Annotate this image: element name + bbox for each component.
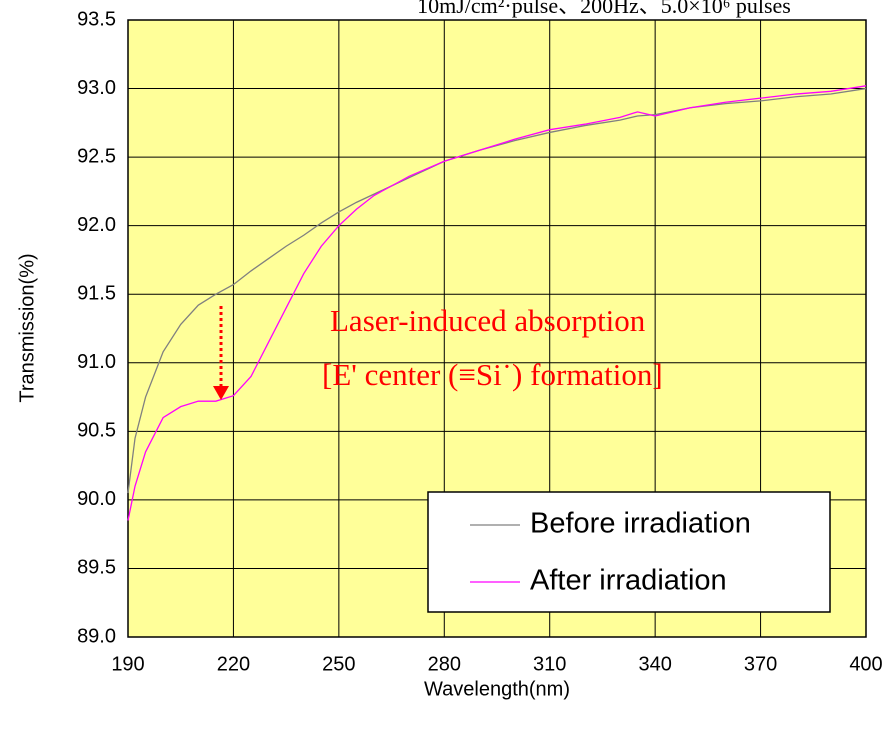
x-tick-label: 400: [849, 653, 882, 675]
y-axis-label: Transmission(%): [16, 253, 38, 402]
legend-label: Before irradiation: [530, 508, 751, 540]
x-axis-label: Wavelength(nm): [424, 678, 570, 700]
legend-label: After irradiation: [530, 565, 727, 597]
y-tick-label: 90.0: [77, 488, 116, 510]
y-tick-label: 89.5: [77, 557, 116, 579]
x-tick-label: 370: [744, 653, 777, 675]
x-tick-label: 280: [428, 653, 461, 675]
x-tick-label: 340: [638, 653, 671, 675]
y-tick-label: 92.5: [77, 145, 116, 167]
arrow-head: [213, 386, 229, 400]
y-tick-label: 93.5: [77, 8, 116, 30]
y-tick-label: 92.0: [77, 214, 116, 236]
annotation: Laser-induced absorption: [330, 303, 646, 338]
x-tick-label: 310: [533, 653, 566, 675]
data-line: [127, 85, 867, 521]
x-tick-label: 220: [217, 653, 250, 675]
y-tick-label: 91.5: [77, 283, 116, 305]
y-tick-label: 91.0: [77, 351, 116, 373]
legend-box: [427, 491, 831, 613]
annotation: [E' center (≡Si˙) formation]: [322, 357, 663, 392]
x-tick-label: 250: [322, 653, 355, 675]
y-tick-label: 90.5: [77, 420, 116, 442]
y-tick-label: 93.0: [77, 77, 116, 99]
plot-border: [127, 19, 867, 638]
y-tick-label: 89.0: [77, 625, 116, 647]
chart-title: 10mJ/cm²·pulse、200Hz、5.0×10⁶ pulses: [417, 0, 791, 18]
x-tick-label: 190: [111, 653, 144, 675]
